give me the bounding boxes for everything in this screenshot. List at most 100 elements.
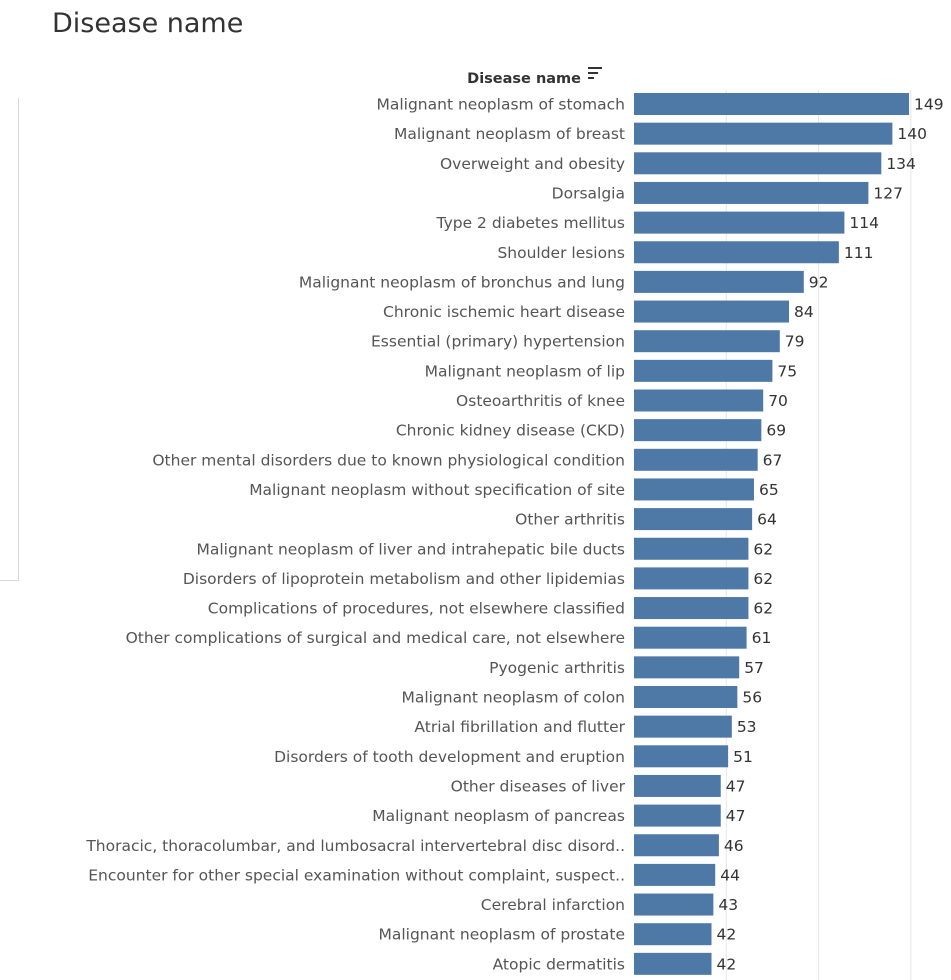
category-label: Overweight and obesity bbox=[440, 155, 625, 173]
category-label: Malignant neoplasm of colon bbox=[401, 689, 625, 707]
category-label: Atrial fibrillation and flutter bbox=[414, 718, 625, 736]
sort-descending-icon[interactable] bbox=[588, 67, 602, 79]
bar[interactable] bbox=[634, 893, 714, 916]
category-label: Disorders of tooth development and erupt… bbox=[274, 748, 625, 766]
bars bbox=[634, 93, 909, 975]
bar[interactable] bbox=[634, 478, 754, 501]
value-label: 149 bbox=[914, 96, 944, 114]
value-label: 70 bbox=[768, 392, 788, 410]
value-label: 46 bbox=[724, 837, 744, 855]
value-label: 84 bbox=[794, 303, 814, 321]
value-label: 79 bbox=[785, 333, 805, 351]
category-label: Malignant neoplasm of breast bbox=[394, 125, 625, 143]
value-label: 47 bbox=[726, 777, 746, 795]
category-label: Malignant neoplasm of pancreas bbox=[372, 807, 625, 825]
value-label: 65 bbox=[759, 481, 779, 499]
value-label: 75 bbox=[777, 362, 797, 380]
bar[interactable] bbox=[634, 626, 747, 649]
bar[interactable] bbox=[634, 508, 753, 531]
bar[interactable] bbox=[634, 300, 790, 323]
bar[interactable] bbox=[634, 330, 780, 353]
value-label: 64 bbox=[757, 511, 777, 529]
category-label: Chronic ischemic heart disease bbox=[383, 303, 625, 321]
bar[interactable] bbox=[634, 745, 729, 768]
category-label: Thoracic, thoracolumbar, and lumbosacral… bbox=[85, 837, 625, 855]
value-labels: 149 140 134 127 114 111 92 84 79 75 70 69 67 65 64 62 62… bbox=[717, 96, 944, 974]
category-label: Osteoarthritis of knee bbox=[456, 392, 625, 410]
bar[interactable] bbox=[634, 93, 909, 115]
category-label: Essential (primary) hypertension bbox=[371, 333, 625, 351]
category-label: Other arthritis bbox=[515, 511, 625, 529]
value-label: 47 bbox=[726, 807, 746, 825]
page-title: Disease name bbox=[52, 8, 244, 39]
value-label: 69 bbox=[766, 422, 786, 440]
category-label: Cerebral infarction bbox=[481, 896, 625, 914]
bar[interactable] bbox=[634, 181, 869, 204]
value-label: 56 bbox=[742, 689, 762, 707]
category-label: Other complications of surgical and medi… bbox=[126, 629, 625, 647]
value-label: 62 bbox=[753, 600, 773, 618]
filter-panel-frame bbox=[0, 98, 19, 581]
gridlines bbox=[725, 90, 912, 980]
value-label: 61 bbox=[752, 629, 772, 647]
bar[interactable] bbox=[634, 567, 749, 590]
category-label: Other diseases of liver bbox=[451, 777, 626, 795]
bar[interactable] bbox=[634, 270, 804, 293]
value-label: 67 bbox=[763, 451, 783, 469]
category-label: Malignant neoplasm of stomach bbox=[376, 96, 625, 114]
value-label: 53 bbox=[737, 718, 757, 736]
column-header[interactable]: Disease name bbox=[467, 67, 602, 87]
bar[interactable] bbox=[634, 863, 716, 886]
value-label: 134 bbox=[886, 155, 916, 173]
value-label: 43 bbox=[718, 896, 738, 914]
value-label: 57 bbox=[744, 659, 764, 677]
bar[interactable] bbox=[634, 952, 712, 975]
value-label: 51 bbox=[733, 748, 753, 766]
bar[interactable] bbox=[634, 419, 762, 442]
category-label: Other mental disorders due to known phys… bbox=[152, 451, 625, 469]
category-label: Atopic dermatitis bbox=[493, 955, 625, 973]
bar[interactable] bbox=[634, 241, 839, 264]
value-label: 92 bbox=[809, 273, 829, 291]
category-label: Malignant neoplasm without specification… bbox=[249, 481, 625, 499]
bar[interactable] bbox=[634, 715, 732, 738]
bar[interactable] bbox=[634, 923, 712, 946]
value-label: 44 bbox=[720, 866, 740, 884]
bar[interactable] bbox=[634, 211, 845, 234]
bar[interactable] bbox=[634, 774, 721, 797]
bar[interactable] bbox=[634, 834, 719, 857]
category-label: Dorsalgia bbox=[552, 184, 625, 202]
bar[interactable] bbox=[634, 686, 738, 708]
bar[interactable] bbox=[634, 656, 740, 679]
category-label: Malignant neoplasm of liver and intrahep… bbox=[197, 540, 626, 558]
category-label: Encounter for other special examination … bbox=[88, 866, 625, 884]
bar[interactable] bbox=[634, 389, 764, 412]
category-label: Complications of procedures, not elsewhe… bbox=[208, 600, 625, 618]
bar[interactable] bbox=[634, 122, 893, 145]
category-label: Chronic kidney disease (CKD) bbox=[396, 422, 625, 440]
bar[interactable] bbox=[634, 537, 749, 560]
value-label: 127 bbox=[873, 184, 903, 202]
value-label: 140 bbox=[897, 125, 927, 143]
value-label: 42 bbox=[717, 926, 737, 944]
value-label: 62 bbox=[753, 570, 773, 588]
bar[interactable] bbox=[634, 152, 882, 175]
category-label: Type 2 diabetes mellitus bbox=[436, 214, 625, 232]
category-label: Shoulder lesions bbox=[497, 244, 625, 262]
category-label: Disorders of lipoprotein metabolism and … bbox=[183, 570, 625, 588]
value-label: 111 bbox=[844, 244, 874, 262]
value-label: 114 bbox=[849, 214, 879, 232]
category-labels: Malignant neoplasm of stomach Malignant n… bbox=[85, 96, 625, 974]
category-label: Malignant neoplasm of bronchus and lung bbox=[299, 273, 625, 291]
bar[interactable] bbox=[634, 804, 721, 827]
bar[interactable] bbox=[634, 359, 773, 382]
column-header-label[interactable]: Disease name bbox=[467, 71, 581, 87]
category-label: Malignant neoplasm of lip bbox=[425, 362, 625, 380]
category-label: Pyogenic arthritis bbox=[489, 659, 625, 677]
value-label: 42 bbox=[717, 955, 737, 973]
bar[interactable] bbox=[634, 448, 758, 471]
category-label: Malignant neoplasm of prostate bbox=[378, 926, 625, 944]
bar[interactable] bbox=[634, 597, 749, 620]
value-label: 62 bbox=[753, 540, 773, 558]
